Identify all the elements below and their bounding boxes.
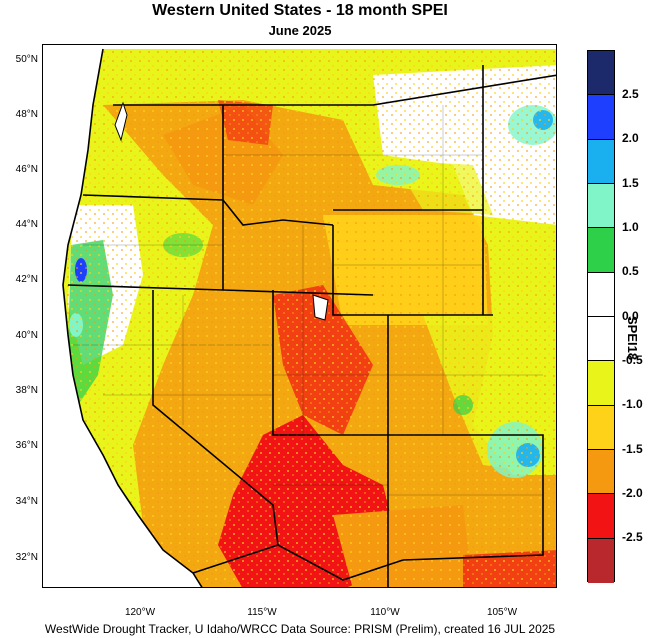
colorbar-segment — [588, 183, 614, 229]
lon-label: 115°W — [247, 607, 277, 618]
lon-label: 110°W — [370, 607, 400, 618]
footer-credit: WestWide Drought Tracker, U Idaho/WRCC D… — [44, 622, 556, 636]
colorbar-segment — [588, 405, 614, 450]
colorbar-segment — [588, 449, 614, 495]
lat-label: 46°N — [15, 164, 38, 175]
lat-label: 36°N — [15, 440, 38, 451]
colorbar-tick-label: 2.0 — [622, 131, 639, 145]
lat-label: 38°N — [15, 385, 38, 396]
colorbar-segment — [588, 139, 614, 184]
colorbar-tick-label: 1.5 — [622, 176, 639, 190]
colorbar-tick-label: -2.5 — [622, 530, 643, 544]
lon-label: 105°W — [486, 607, 518, 618]
colorbar-segment — [588, 228, 614, 273]
lat-label: 42°N — [15, 274, 38, 285]
colorbar-segment — [588, 316, 614, 362]
colorbar-tick-label: -2.0 — [622, 486, 643, 500]
map-title: Western United States - 18 month SPEI — [152, 2, 448, 19]
lat-label: 34°N — [15, 496, 38, 507]
colorbar-segment — [588, 95, 614, 140]
colorbar-segment — [588, 51, 614, 96]
lat-label: 32°N — [15, 552, 38, 563]
drought-map — [42, 44, 557, 588]
colorbar-tick-label: -1.5 — [622, 442, 643, 456]
colorbar-tick-label: 2.5 — [622, 87, 639, 101]
colorbar — [587, 50, 615, 583]
colorbar-segment — [588, 538, 614, 583]
lat-label: 44°N — [15, 219, 38, 230]
colorbar-tick-label: 1.0 — [622, 220, 639, 234]
lon-label: 120°W — [124, 607, 156, 618]
colorbar-segment — [588, 272, 614, 317]
colorbar-tick-label: 0.0 — [622, 309, 639, 323]
colorbar-title: SPEI18 — [625, 316, 640, 361]
colorbar-segment — [588, 361, 614, 406]
map-canvas — [62, 48, 556, 587]
lat-label: 48°N — [15, 109, 38, 120]
colorbar-tick-label: -0.5 — [622, 353, 643, 367]
map-subtitle: June 2025 — [268, 23, 332, 38]
lat-label: 50°N — [15, 54, 38, 65]
colorbar-tick-label: 0.5 — [622, 264, 639, 278]
lat-label: 40°N — [15, 330, 38, 341]
colorbar-segment — [588, 494, 614, 539]
colorbar-tick-label: -1.0 — [622, 397, 643, 411]
